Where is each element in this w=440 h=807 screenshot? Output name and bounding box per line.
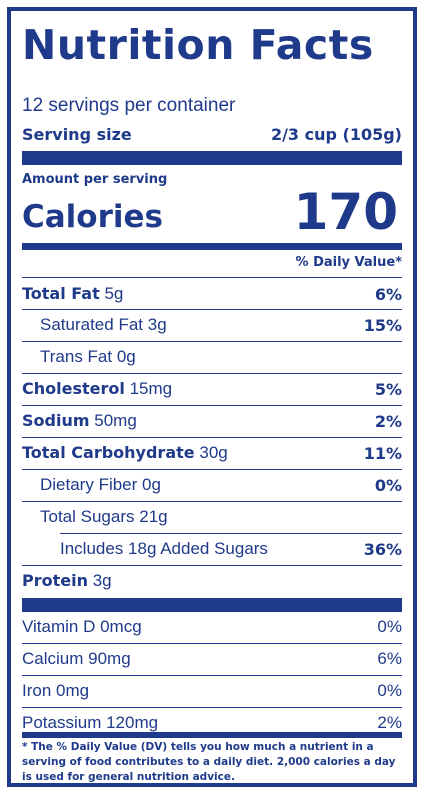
row-divider <box>22 469 402 470</box>
nutrient-row-dietary-fiber: Dietary Fiber 0g 0% <box>22 469 402 501</box>
row-divider <box>22 501 402 502</box>
nutrient-amount: 50mg <box>94 411 137 430</box>
row-divider <box>22 675 402 676</box>
nutrition-label: Nutrition Facts 12 servings per containe… <box>7 7 417 787</box>
vitamin-row-calcium: Calcium 90mg 6% <box>22 643 402 675</box>
nutrient-amount: 3g <box>92 571 112 590</box>
daily-value-footnote: * The % Daily Value (DV) tells you how m… <box>22 741 396 783</box>
nutrient-name: Total Fat <box>22 284 100 303</box>
nutrient-dv: 5% <box>374 379 402 399</box>
medium-divider <box>22 732 402 738</box>
row-divider <box>22 437 402 438</box>
row-divider <box>22 565 402 566</box>
nutrient-name: Trans Fat <box>40 347 113 366</box>
row-divider <box>22 277 402 278</box>
row-divider <box>22 309 402 310</box>
row-divider <box>60 533 402 534</box>
nutrient-name: Total Sugars <box>40 507 135 526</box>
thick-divider <box>22 151 402 165</box>
nutrient-amount: 21g <box>139 507 168 526</box>
vitamin-row-vitamin-d: Vitamin D 0mcg 0% <box>22 611 402 643</box>
vitamin-dv: 0% <box>377 617 402 636</box>
nutrient-row-total-fat: Total Fat 5g 6% <box>22 278 402 310</box>
nutrient-amount: 5g <box>104 284 124 303</box>
nutrient-name: Cholesterol <box>22 379 125 398</box>
thick-divider <box>22 598 402 612</box>
nutrient-dv: 11% <box>363 443 402 463</box>
vitamin-name: Vitamin D 0mcg <box>22 617 142 636</box>
vitamin-dv: 6% <box>377 649 402 668</box>
servings-per-container: 12 servings per container <box>22 95 236 116</box>
nutrient-dv: 2% <box>374 411 402 431</box>
vitamin-name: Iron 0mg <box>22 681 90 700</box>
vitamin-name: Potassium 120mg <box>22 713 159 732</box>
nutrient-row-protein: Protein 3g <box>22 565 402 597</box>
nutrient-row-cholesterol: Cholesterol 15mg 5% <box>22 373 402 405</box>
nutrient-name: Sodium <box>22 411 90 430</box>
calories-label: Calories <box>22 199 163 235</box>
calories-value: 170 <box>293 183 398 241</box>
nutrient-name: Saturated Fat <box>40 315 144 334</box>
nutrient-dv: 36% <box>363 539 402 559</box>
nutrient-dv: 0% <box>374 475 402 495</box>
nutrient-row-saturated-fat: Saturated Fat 3g 15% <box>22 309 402 341</box>
nutrient-amount: 15mg <box>129 379 173 398</box>
daily-value-header: % Daily Value* <box>295 255 402 270</box>
row-divider <box>22 643 402 644</box>
serving-size-value: 2/3 cup (105g) <box>270 125 402 144</box>
nutrient-dv: 15% <box>363 315 402 335</box>
amount-per-serving: Amount per serving <box>22 172 168 187</box>
vitamin-dv: 0% <box>377 681 402 700</box>
vitamin-name: Calcium 90mg <box>22 649 131 668</box>
label-title: Nutrition Facts <box>22 21 374 69</box>
nutrient-amount: 0g <box>142 475 161 494</box>
row-divider <box>22 341 402 342</box>
medium-divider <box>22 243 402 250</box>
serving-size-label: Serving size <box>22 125 132 144</box>
row-divider <box>22 405 402 406</box>
nutrient-row-total-carbohydrate: Total Carbohydrate 30g 11% <box>22 437 402 469</box>
row-divider <box>22 373 402 374</box>
nutrient-name: Dietary Fiber <box>40 475 138 494</box>
nutrient-amount: 30g <box>199 443 228 462</box>
row-divider <box>22 707 402 708</box>
nutrient-row-trans-fat: Trans Fat 0g <box>22 341 402 373</box>
nutrient-name: Total Carbohydrate <box>22 443 195 462</box>
nutrition-label-content: Nutrition Facts 12 servings per containe… <box>22 11 402 783</box>
serving-size-row: Serving size 2/3 cup (105g) <box>22 125 402 144</box>
nutrient-row-added-sugars: Includes 18g Added Sugars 36% <box>22 533 402 565</box>
vitamin-row-iron: Iron 0mg 0% <box>22 675 402 707</box>
nutrient-amount: 3g <box>147 315 167 334</box>
vitamin-dv: 2% <box>377 713 402 732</box>
nutrient-row-sodium: Sodium 50mg 2% <box>22 405 402 437</box>
nutrient-row-total-sugars: Total Sugars 21g <box>22 501 402 533</box>
nutrient-amount: 0g <box>116 347 136 366</box>
nutrient-name: Includes 18g Added Sugars <box>60 539 268 558</box>
nutrient-dv: 6% <box>374 284 402 304</box>
vitamin-row-potassium: Potassium 120mg 2% <box>22 707 402 739</box>
nutrient-name: Protein <box>22 571 88 590</box>
